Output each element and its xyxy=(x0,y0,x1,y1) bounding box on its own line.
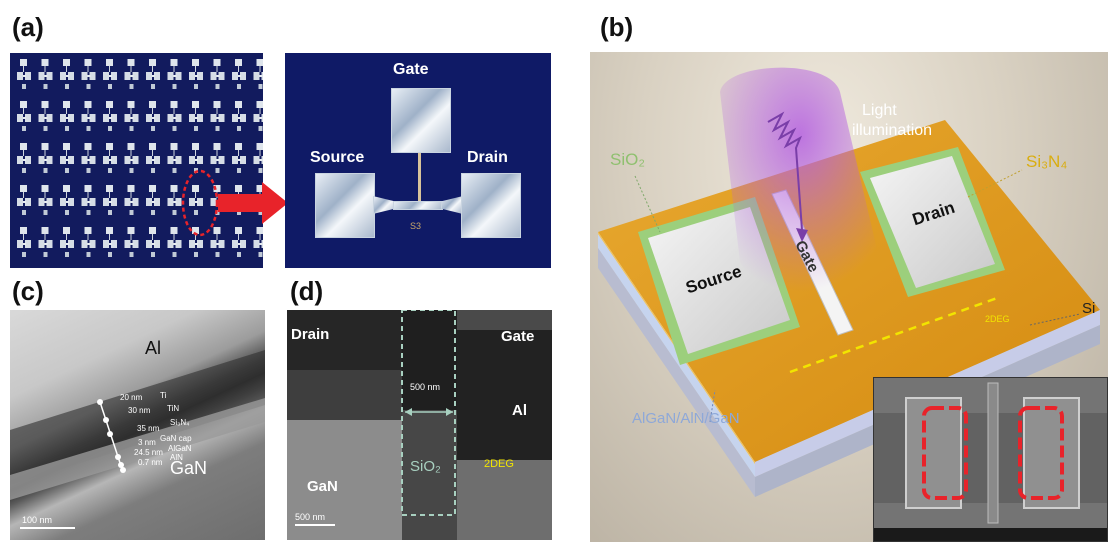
layer-6-thickness: 0.7 nm xyxy=(138,458,163,467)
al-label: Al xyxy=(512,402,527,419)
stack-label: AlGaN/AlN/GaN xyxy=(632,410,740,427)
layer-5-thickness: 24.5 nm xyxy=(134,448,163,457)
tem-cross-section: Al GaN 20 nm Ti 30 nm TiN 35 nm Si₃N₄ 3 … xyxy=(10,310,265,540)
light-wave xyxy=(767,111,803,231)
device-3d-schematic: Light illumination SiO₂ Si₃N₄ Source Gat… xyxy=(590,52,1108,542)
single-device-micrograph: Gate Source Drain S3 xyxy=(285,53,551,268)
scale-bar-label: 100 nm xyxy=(22,515,53,525)
layer-6-name: AlN xyxy=(170,453,183,462)
layer-2-name: TiN xyxy=(167,404,180,413)
layer-3-name: Si₃N₄ xyxy=(170,418,190,427)
device-array-micrograph xyxy=(10,53,263,268)
source-label: Source xyxy=(310,149,365,166)
drain-pad xyxy=(461,173,521,238)
channel-strip xyxy=(393,201,443,210)
sem-inset xyxy=(873,377,1108,542)
sio2-label: SiO₂ xyxy=(410,458,441,475)
side-left-upper xyxy=(598,232,755,477)
gate-label: Gate xyxy=(501,328,535,345)
sem-inset-drawing xyxy=(874,378,1107,541)
layer-5-name: AlGaN xyxy=(168,444,192,453)
drain-label: Drain xyxy=(291,326,330,343)
drain-pad xyxy=(870,156,995,288)
width-label: 500 nm xyxy=(410,382,441,392)
drain-label: Drain xyxy=(467,149,508,166)
scale-bar-label: 500 nm xyxy=(295,512,326,522)
layer-1-name: Ti xyxy=(160,391,167,400)
side-left-lower xyxy=(598,248,755,497)
source-taper xyxy=(373,196,395,214)
si-label: Si xyxy=(1082,300,1096,317)
al-label: Al xyxy=(145,338,162,358)
source-pad xyxy=(315,173,375,238)
gate-pad xyxy=(391,88,451,153)
sem-regions xyxy=(287,310,552,540)
gan-label: GaN xyxy=(170,458,208,478)
zoom-arrow xyxy=(218,182,288,224)
layer-4-thickness: 3 nm xyxy=(138,438,156,447)
gate-label: Gate xyxy=(393,61,429,78)
twodeg-label: 2DEG xyxy=(985,314,1010,324)
gate-finger xyxy=(418,153,421,203)
twodeg-line xyxy=(789,295,1001,374)
chip-mark: S3 xyxy=(410,221,422,231)
layer-4-name: GaN cap xyxy=(160,434,192,443)
gan-label: GaN xyxy=(307,478,338,495)
panel-b-letter: (b) xyxy=(600,12,634,42)
light-beam xyxy=(720,67,880,292)
layer-3-thickness: 35 nm xyxy=(137,424,160,433)
panel-c-letter: (c) xyxy=(12,276,44,306)
twodeg-label: 2DEG xyxy=(484,458,514,470)
layer-2-thickness: 30 nm xyxy=(128,406,151,415)
tem-bands xyxy=(10,350,265,529)
light-label-1: Light xyxy=(862,102,897,119)
panel-d-letter: (d) xyxy=(290,276,324,306)
layer-1-thickness: 20 nm xyxy=(120,393,143,402)
device-array-pattern xyxy=(10,53,263,268)
sio2-label: SiO₂ xyxy=(610,150,645,169)
panel-a-letter: (a) xyxy=(12,12,44,42)
sem-cross-section: Drain Gate 500 nm Al SiO₂ GaN 2DEG 500 n… xyxy=(287,310,552,540)
si3n4-label: Si₃N₄ xyxy=(1026,152,1068,171)
drain-taper xyxy=(441,196,463,214)
light-label-2: illumination xyxy=(852,122,933,139)
